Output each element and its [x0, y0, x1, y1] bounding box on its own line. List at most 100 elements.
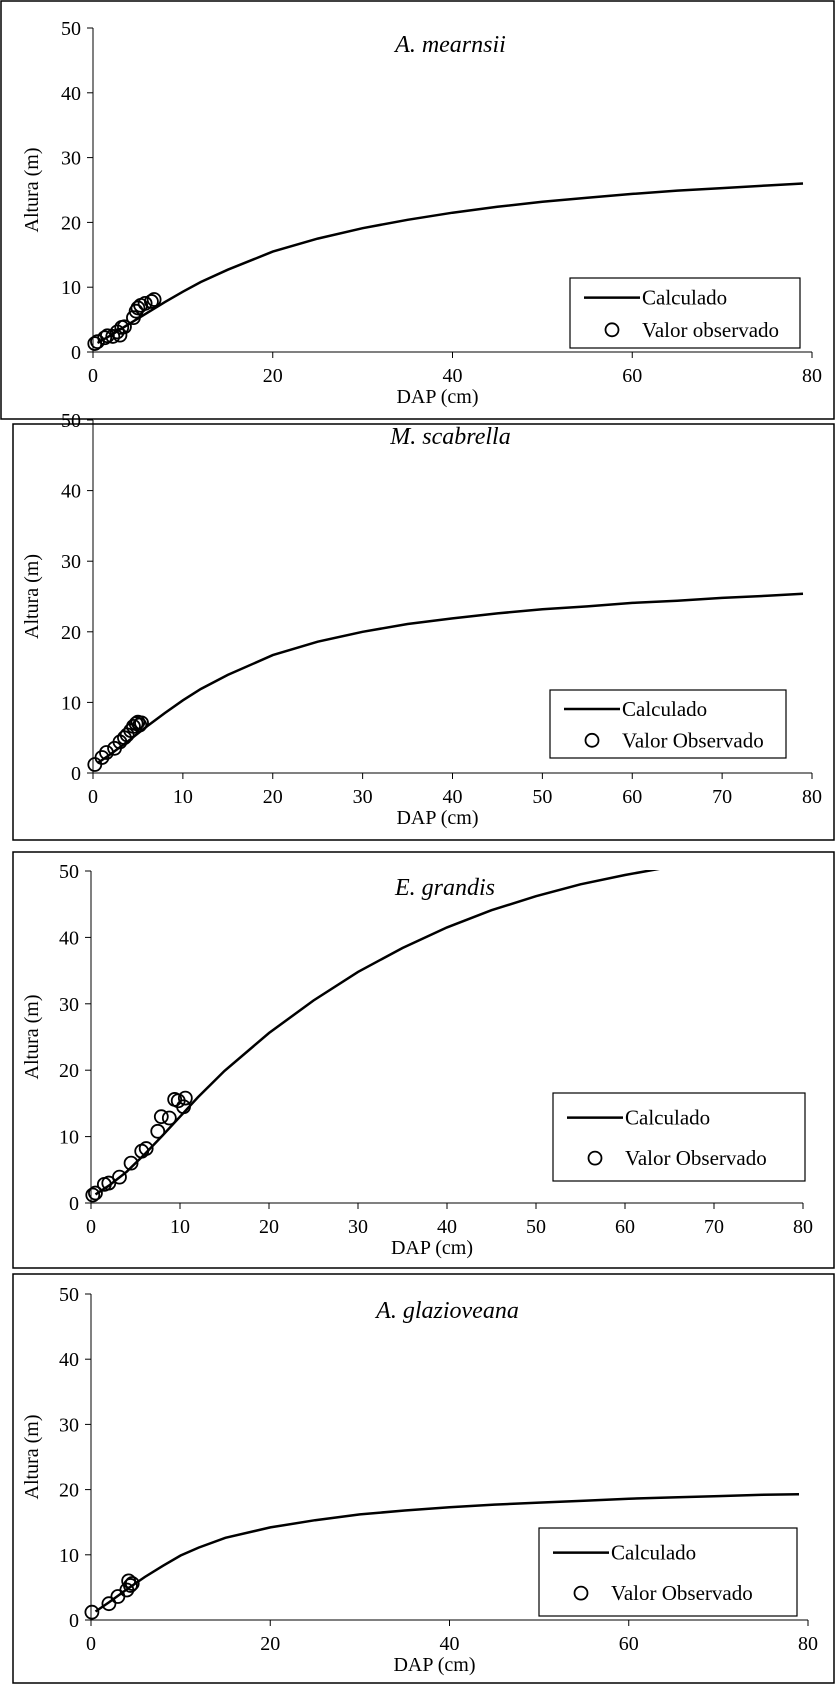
- chart-panel-2: 0 10 20 30 40 50 0 10 20 30 40 50 60 70 80 M. scabrella…: [12, 410, 835, 841]
- y-tick-label: 20: [59, 1480, 79, 1502]
- data-point-observed: [112, 1169, 127, 1185]
- x-tick-label: 40: [443, 786, 463, 808]
- x-axis-label: DAP (cm): [396, 807, 478, 829]
- x-tick-label: 30: [353, 786, 373, 808]
- y-tick-label: 50: [61, 410, 81, 432]
- panel-border: [12, 423, 835, 841]
- y-tick-label: 20: [61, 212, 81, 234]
- x-tick-label: 60: [619, 1633, 639, 1655]
- x-tick-label: 20: [263, 365, 283, 387]
- data-point-observed: [97, 330, 113, 346]
- data-point-observed: [176, 1099, 191, 1115]
- x-tick-label: 30: [348, 1216, 368, 1238]
- data-point-observed: [123, 1578, 138, 1593]
- x-tick-label: 60: [622, 786, 642, 808]
- data-point-observed: [101, 1596, 117, 1612]
- legend-label-calculado: Calculado: [642, 286, 727, 310]
- data-point-observed: [123, 1155, 139, 1171]
- data-point-observed: [87, 757, 103, 772]
- y-tick-label: 40: [61, 481, 81, 503]
- y-tick-label: 40: [59, 1349, 79, 1371]
- x-tick-label: 0: [88, 365, 98, 387]
- x-axis-label: DAP (cm): [391, 1237, 473, 1259]
- data-point-observed: [138, 1141, 154, 1156]
- data-point-observed: [105, 329, 121, 344]
- data-point-observed: [126, 719, 141, 734]
- chart-title: A. mearnsii: [393, 32, 506, 58]
- data-point-observed: [94, 750, 110, 765]
- data-point-observed: [137, 295, 153, 311]
- x-axis-label: DAP (cm): [393, 1654, 475, 1676]
- y-tick-label: 50: [61, 18, 81, 40]
- x-tick-label: 80: [802, 786, 822, 808]
- x-tick-label: 20: [263, 786, 283, 808]
- data-point-observed: [150, 1123, 166, 1139]
- data-point-observed: [99, 745, 114, 760]
- data-point-observed: [124, 1576, 140, 1591]
- x-tick-label: 60: [622, 365, 642, 387]
- legend-label-observado: Valor Observado: [611, 1581, 753, 1605]
- x-tick-label: 40: [440, 1633, 460, 1655]
- y-tick-label: 10: [59, 1127, 79, 1149]
- x-tick-label: 0: [86, 1633, 96, 1655]
- y-tick-label: 20: [61, 622, 81, 644]
- y-axis-label: Altura (m): [21, 554, 43, 639]
- x-tick-label: 0: [88, 786, 98, 808]
- x-tick-label: 50: [526, 1216, 546, 1238]
- legend-label-observado: Valor observado: [642, 318, 779, 342]
- y-tick-label: 0: [71, 342, 81, 364]
- y-tick-label: 30: [59, 994, 79, 1016]
- chart-title: E. grandis: [394, 875, 495, 901]
- x-tick-label: 40: [437, 1216, 457, 1238]
- series-line-calculado: [96, 182, 804, 344]
- x-tick-label: 60: [615, 1216, 635, 1238]
- data-point-observed: [119, 727, 135, 743]
- data-point-observed: [177, 1090, 193, 1106]
- chart-panel-1: 0 10 20 30 40 50 0 20 40 60 80 A. mearnsii DAP (cm) A…: [0, 0, 835, 420]
- data-point-observed: [130, 300, 146, 316]
- legend-marker-swatch: [584, 732, 600, 748]
- y-tick-label: 40: [59, 927, 79, 949]
- series-line-calculado: [96, 592, 804, 765]
- legend-box: [569, 277, 801, 349]
- y-axis-label: Altura (m): [21, 148, 43, 233]
- legend-label-calculado: Calculado: [611, 1541, 696, 1565]
- legend-marker-swatch: [587, 1150, 603, 1166]
- panel-border: [12, 851, 835, 1269]
- y-axis-label: Altura (m): [21, 1415, 43, 1500]
- data-point-observed: [144, 294, 159, 309]
- data-point-observed: [117, 319, 132, 335]
- y-tick-label: 30: [61, 148, 81, 170]
- y-tick-label: 40: [61, 83, 81, 105]
- x-tick-label: 70: [704, 1216, 724, 1238]
- data-point-observed: [88, 1185, 103, 1201]
- chart-title: A. glazioveana: [374, 1298, 519, 1324]
- x-tick-label: 10: [170, 1216, 190, 1238]
- legend-marker-swatch: [573, 1585, 589, 1601]
- legend-box: [538, 1527, 798, 1617]
- data-point-observed: [126, 310, 141, 326]
- x-tick-label: 20: [260, 1633, 280, 1655]
- x-tick-label: 80: [802, 365, 822, 387]
- data-point-observed: [132, 717, 148, 733]
- y-tick-label: 20: [59, 1060, 79, 1082]
- y-tick-label: 10: [61, 692, 81, 714]
- legend-label-calculado: Calculado: [622, 697, 707, 721]
- x-tick-label: 40: [443, 365, 463, 387]
- legend-label-observado: Valor Observado: [625, 1146, 767, 1170]
- x-tick-label: 0: [86, 1216, 96, 1238]
- x-tick-label: 10: [173, 786, 193, 808]
- y-tick-label: 50: [59, 861, 79, 883]
- x-tick-label: 70: [712, 786, 732, 808]
- panel-border: [12, 1273, 835, 1684]
- legend-marker-swatch: [604, 322, 620, 338]
- y-tick-label: 0: [71, 763, 81, 785]
- y-tick-label: 10: [61, 277, 81, 299]
- x-tick-label: 20: [259, 1216, 279, 1238]
- y-tick-label: 50: [59, 1284, 79, 1306]
- chart-panel-3: 0 10 20 30 40 50 0 10 20 30 40 50 60 70 80 E. grandis DA…: [12, 851, 835, 1269]
- y-axis-label: Altura (m): [21, 995, 43, 1080]
- legend-label-calculado: Calculado: [625, 1106, 710, 1130]
- y-tick-label: 30: [59, 1414, 79, 1436]
